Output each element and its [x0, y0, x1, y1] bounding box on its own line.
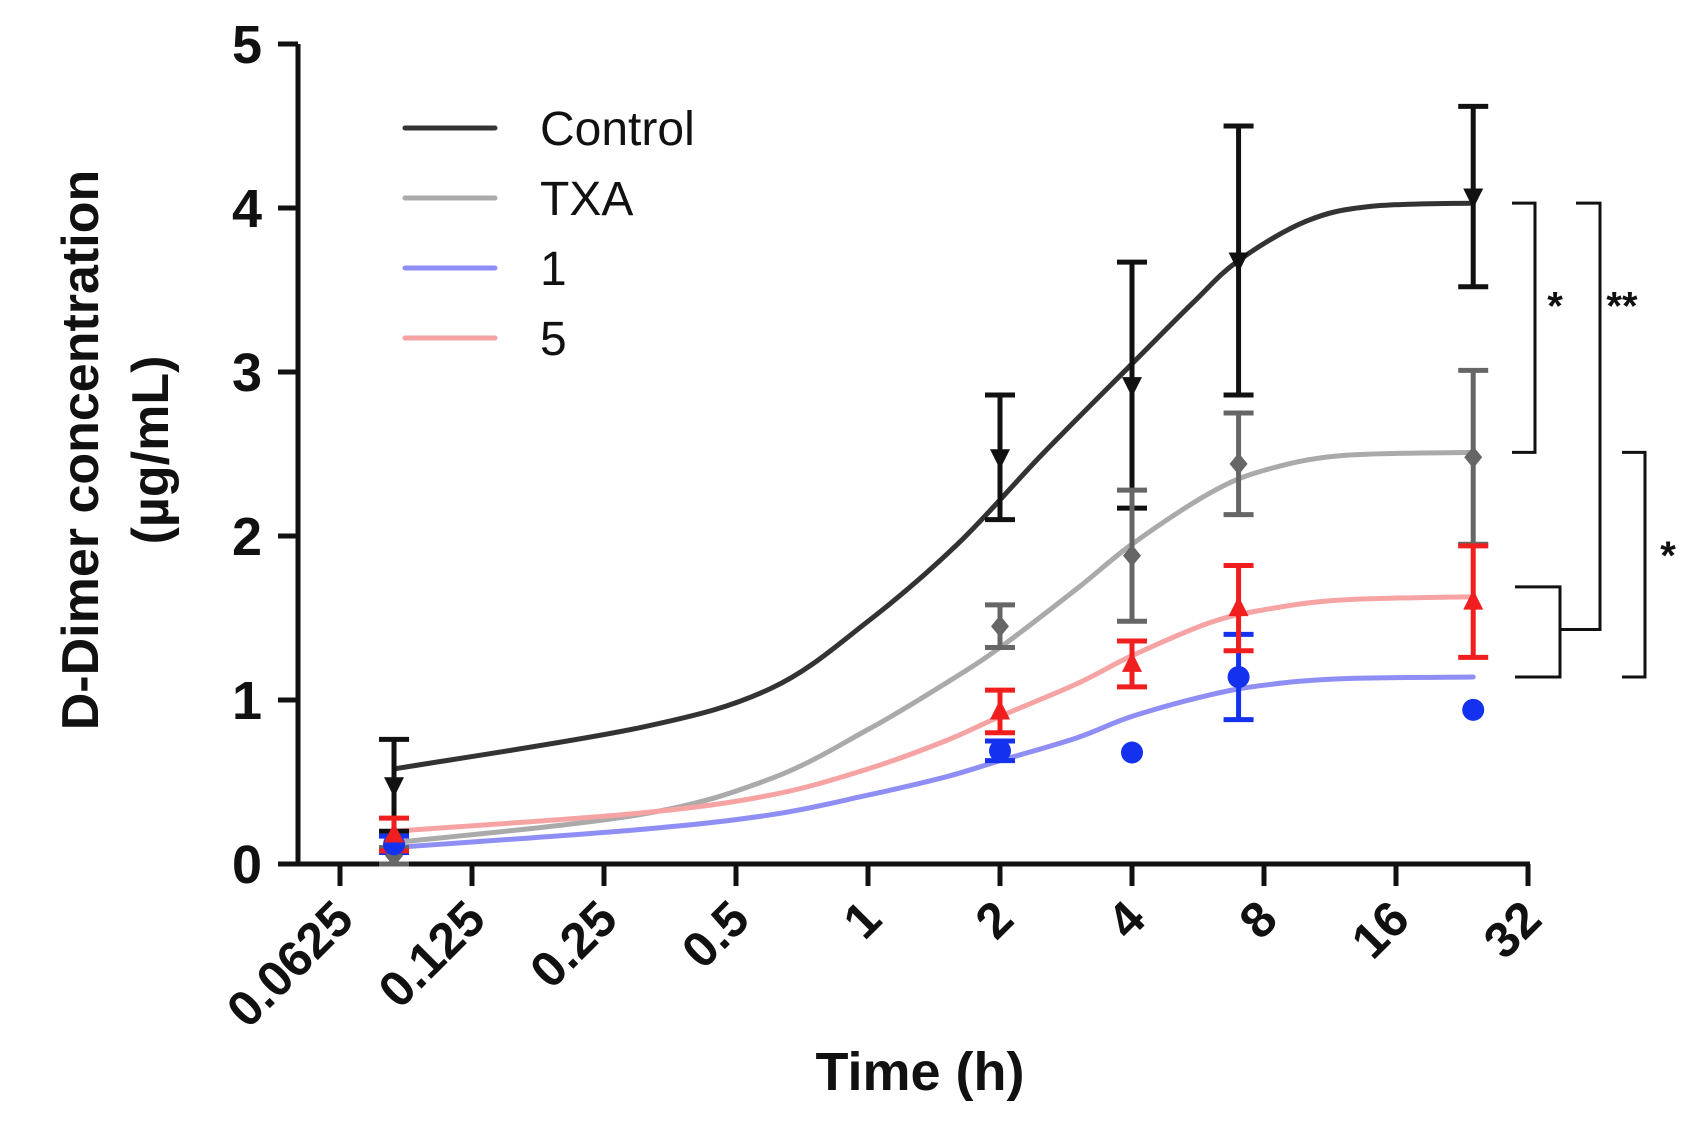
x-tick-label: 4: [1097, 890, 1156, 949]
axes: [295, 44, 1530, 867]
marker-txa: [1229, 452, 1248, 475]
marker-txa: [1123, 544, 1141, 567]
marker-txa: [1464, 446, 1483, 469]
marker-1: [1462, 698, 1485, 721]
y-tick-label: 0: [232, 835, 262, 895]
x-tick-label: 2: [965, 890, 1024, 949]
marker-control: [990, 449, 1010, 470]
marker-txa: [991, 615, 1009, 638]
fit-curve-control: [391, 200, 1476, 772]
marker-control: [1463, 188, 1484, 209]
marker-control: [1122, 377, 1142, 398]
y-tick-label: 3: [232, 343, 262, 403]
fit-curves: [391, 200, 1476, 851]
legend: Control TXA 1 5: [402, 103, 695, 366]
x-axis-title: Time (h): [815, 1042, 1024, 1102]
marker-5: [384, 822, 405, 843]
bracket-control-vs-compounds: [1560, 201, 1602, 631]
fit-curve-5: [391, 594, 1476, 834]
x-tick-label: 0.125: [368, 890, 496, 1018]
legend-label: 5: [540, 313, 567, 366]
bracket-txa-vs-compounds: [1622, 450, 1647, 679]
significance-brackets: * ***: [1512, 201, 1676, 679]
x-ticks: 0.0625 0.125 0.25 0.5 1 2 4 8 16 32: [216, 864, 1552, 1038]
marker-1: [1227, 666, 1250, 689]
significance-label: **: [1606, 285, 1638, 329]
x-tick-label: 8: [1229, 890, 1288, 949]
x-tick-label: 0.25: [519, 890, 627, 998]
marker-5: [1463, 589, 1484, 610]
legend-label: TXA: [540, 173, 633, 226]
marker-1: [1121, 741, 1143, 764]
y-tick-label: 2: [232, 507, 262, 567]
marker-control: [1228, 252, 1249, 273]
legend-label: Control: [540, 103, 695, 156]
y-axis-title-line1: D-Dimer concentration: [52, 170, 110, 731]
x-tick-label: 16: [1341, 890, 1420, 969]
y-tick-label: 1: [232, 671, 262, 731]
y-tick-label: 5: [232, 15, 262, 75]
marker-control: [384, 777, 405, 798]
x-tick-label: 1: [833, 890, 892, 949]
marker-1: [989, 739, 1011, 762]
significance-label: *: [1547, 285, 1563, 329]
y-tick-label: 4: [232, 179, 262, 239]
fit-curve-txa: [391, 449, 1476, 846]
marker-5: [990, 699, 1010, 720]
data-markers: [383, 188, 1485, 867]
legend-label: 1: [540, 243, 567, 296]
significance-label: *: [1660, 534, 1676, 578]
x-tick-label: 0.5: [671, 890, 760, 979]
y-ticks: 0 1 2 3 4 5: [232, 15, 298, 895]
x-tick-label: 32: [1473, 890, 1552, 969]
marker-5: [1122, 651, 1142, 672]
bracket-control-vs-txa: [1512, 201, 1537, 454]
y-axis-title-line2: (µg/mL): [122, 356, 180, 545]
marker-5: [1228, 596, 1249, 617]
x-tick-label: 0.0625: [216, 890, 364, 1038]
bracket-1-vs-5: [1515, 585, 1562, 679]
